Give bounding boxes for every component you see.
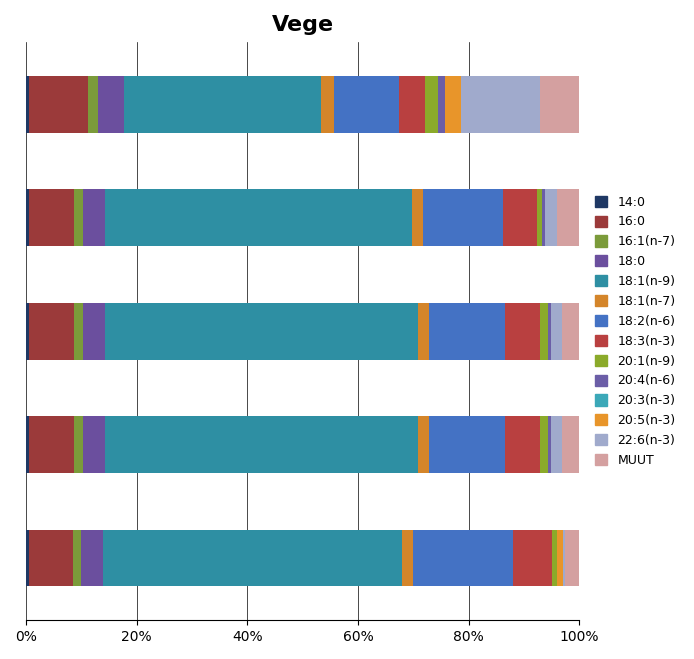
Bar	[536, 190, 542, 246]
Bar	[26, 530, 28, 587]
Bar	[548, 416, 551, 473]
Bar	[26, 416, 28, 473]
Bar	[548, 303, 551, 360]
Bar	[513, 530, 552, 587]
Bar	[83, 416, 105, 473]
Bar	[26, 303, 28, 360]
Bar	[462, 76, 540, 133]
Title: Vege: Vege	[271, 15, 334, 35]
Bar	[445, 76, 462, 133]
Bar	[418, 303, 429, 360]
Bar	[28, 416, 74, 473]
Bar	[74, 190, 83, 246]
Bar	[26, 190, 28, 246]
Bar	[542, 190, 545, 246]
Bar	[83, 303, 105, 360]
Bar	[412, 190, 423, 246]
Bar	[557, 190, 579, 246]
Bar	[103, 530, 403, 587]
Bar	[105, 416, 418, 473]
Bar	[540, 76, 579, 133]
Legend: 14:0, 16:0, 16:1(n-7), 18:0, 18:1(n-9), 18:1(n-7), 18:2(n-6), 18:3(n-3), 20:1(n-: 14:0, 16:0, 16:1(n-7), 18:0, 18:1(n-9), …	[591, 192, 679, 471]
Bar	[545, 190, 557, 246]
Bar	[73, 530, 81, 587]
Bar	[88, 76, 98, 133]
Bar	[539, 416, 548, 473]
Bar	[98, 76, 124, 133]
Bar	[429, 303, 505, 360]
Bar	[562, 416, 579, 473]
Bar	[557, 530, 563, 587]
Bar	[563, 530, 566, 587]
Bar	[562, 303, 579, 360]
Bar	[403, 530, 413, 587]
Bar	[505, 303, 539, 360]
Bar	[429, 416, 505, 473]
Bar	[539, 303, 548, 360]
Bar	[81, 530, 103, 587]
Bar	[74, 416, 83, 473]
Bar	[418, 416, 429, 473]
Bar	[566, 530, 579, 587]
Bar	[124, 76, 321, 133]
Bar	[26, 76, 29, 133]
Bar	[74, 303, 83, 360]
Bar	[28, 530, 73, 587]
Bar	[105, 190, 412, 246]
Bar	[551, 416, 562, 473]
Bar	[321, 76, 334, 133]
Bar	[551, 303, 562, 360]
Bar	[425, 76, 439, 133]
Bar	[439, 76, 445, 133]
Bar	[505, 416, 539, 473]
Bar	[83, 190, 105, 246]
Bar	[334, 76, 399, 133]
Bar	[423, 190, 502, 246]
Bar	[28, 303, 74, 360]
Bar	[502, 190, 536, 246]
Bar	[413, 530, 513, 587]
Bar	[552, 530, 557, 587]
Bar	[29, 76, 88, 133]
Bar	[399, 76, 425, 133]
Bar	[28, 190, 74, 246]
Bar	[105, 303, 418, 360]
